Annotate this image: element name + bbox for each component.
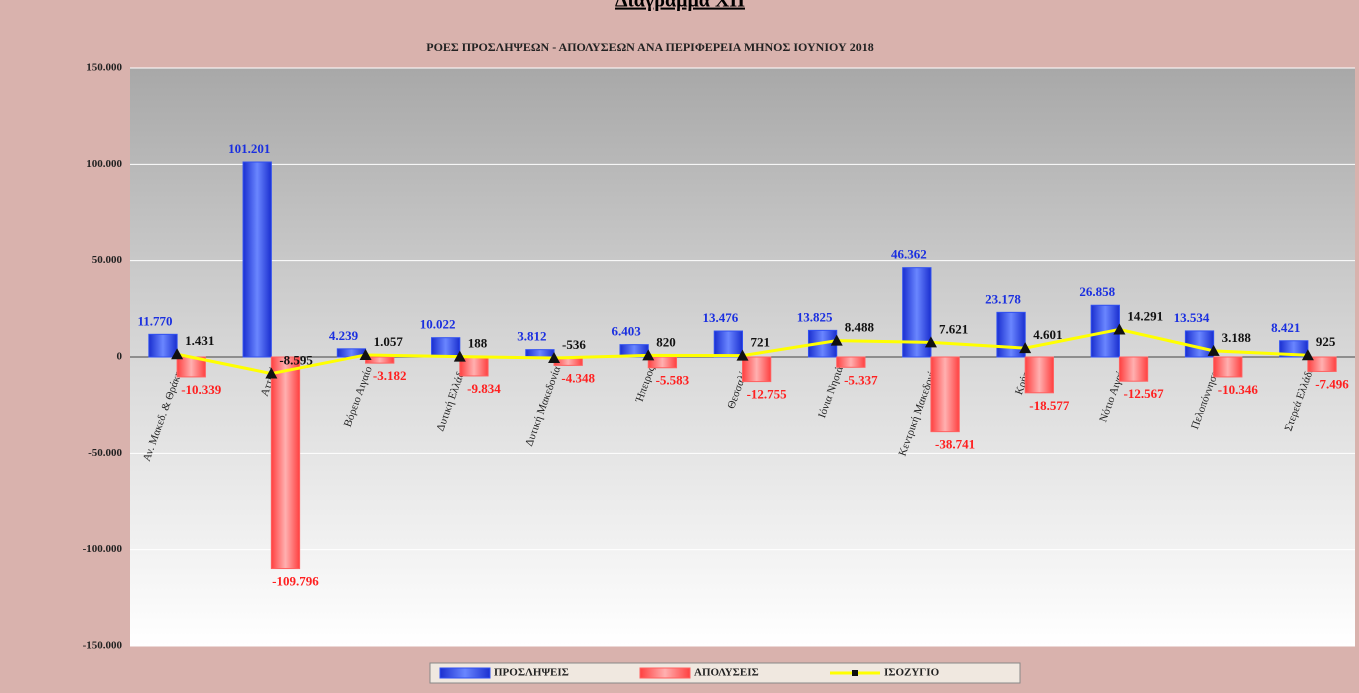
data-label: 13.534 [1174, 310, 1210, 325]
data-label: 3.812 [517, 329, 546, 344]
data-label: 4.601 [1033, 327, 1062, 342]
bar [742, 356, 772, 383]
legend-label: ΑΠΟΛΥΣΕΙΣ [694, 667, 759, 679]
bar [525, 349, 555, 358]
bar [1118, 356, 1149, 382]
chart-title: ΡΟΕΣ ΠΡΟΣΛΗΨΕΩΝ - ΑΠΟΛΥΣΕΩΝ ΑΝΑ ΠΕΡΙΦΕΡΕ… [426, 40, 873, 54]
bar [242, 161, 272, 358]
bar [836, 356, 866, 368]
bar [1184, 330, 1215, 358]
legend-label: ΙΣΟΖΥΓΙΟ [884, 667, 940, 679]
y-tick-label: 0 [117, 351, 123, 363]
y-tick-label: -100.000 [83, 543, 123, 555]
data-label: -5.337 [844, 372, 878, 387]
bar [1307, 356, 1337, 372]
line-marker [1113, 323, 1126, 335]
data-label: 820 [656, 334, 676, 349]
data-label: -109.796 [272, 574, 319, 589]
line-marker [1019, 342, 1032, 354]
line-marker [924, 336, 937, 348]
legend-label: ΠΡΟΣΛΗΨΕΙΣ [494, 667, 569, 679]
data-label: 1.431 [185, 333, 214, 348]
bar [365, 356, 395, 364]
data-label: -12.567 [1124, 386, 1165, 401]
bar [1213, 356, 1243, 378]
data-label: 14.291 [1127, 308, 1163, 323]
data-label: 925 [1316, 334, 1336, 349]
data-label: -4.348 [561, 370, 595, 385]
line-marker [1207, 344, 1220, 356]
data-label: 11.770 [137, 313, 172, 328]
page-header: Διάγραμμα XII [615, 0, 745, 12]
bar [270, 356, 301, 570]
line-marker [265, 367, 278, 379]
y-tick-label: 100.000 [86, 158, 122, 170]
line-marker [736, 349, 749, 361]
data-label: -8.595 [279, 353, 313, 368]
data-label: -7.496 [1315, 376, 1349, 391]
data-label: 10.022 [420, 317, 456, 332]
line-marker [359, 348, 372, 360]
data-label: 4.239 [329, 328, 359, 343]
data-label: 3.188 [1222, 330, 1252, 345]
data-label: 13.825 [797, 309, 833, 324]
y-tick-label: 50.000 [92, 254, 123, 266]
data-label: 8.488 [845, 320, 875, 335]
line-marker [453, 350, 466, 362]
y-tick-label: -50.000 [88, 447, 122, 459]
data-label: 1.057 [374, 334, 404, 349]
line-marker [642, 349, 655, 361]
data-label: 101.201 [228, 141, 270, 156]
data-label: -5.583 [656, 373, 690, 388]
bar [930, 356, 960, 433]
data-label: -12.755 [747, 387, 788, 402]
data-label: -3.182 [373, 368, 407, 383]
data-label: 188 [468, 336, 488, 351]
data-label: 7.621 [939, 321, 968, 336]
line-marker [1301, 349, 1314, 361]
data-label: -536 [562, 337, 586, 352]
data-label: 6.403 [612, 324, 642, 339]
bar [996, 311, 1026, 358]
legend-swatch [639, 667, 691, 679]
data-label: 23.178 [985, 291, 1021, 306]
legend-swatch [439, 667, 491, 679]
bar [431, 337, 461, 358]
data-label: 13.476 [702, 310, 738, 325]
data-label: -10.346 [1218, 382, 1259, 397]
data-label: 26.858 [1079, 284, 1115, 299]
data-label: -18.577 [1029, 398, 1070, 413]
bar [713, 330, 744, 358]
y-tick-label: 150.000 [86, 62, 122, 74]
legend-swatch [852, 670, 858, 676]
line-marker [830, 334, 843, 346]
data-label: 8.421 [1271, 320, 1300, 335]
line-marker [548, 352, 561, 364]
bar [148, 333, 178, 358]
data-label: -10.339 [181, 382, 222, 397]
bar [647, 356, 678, 369]
line-marker [171, 348, 184, 360]
data-label: 721 [751, 335, 771, 350]
data-label: -38.741 [935, 437, 975, 452]
data-label: -9.834 [467, 381, 501, 396]
y-tick-label: -150.000 [83, 640, 123, 652]
legend [429, 662, 1021, 684]
data-label: 46.362 [891, 247, 927, 262]
bar [1024, 356, 1054, 394]
